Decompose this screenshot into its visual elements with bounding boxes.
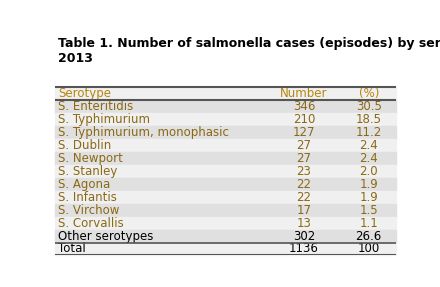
Text: S. Corvallis: S. Corvallis [59, 217, 124, 230]
Bar [55, 113, 396, 126]
Text: 346: 346 [293, 100, 315, 113]
Text: 27: 27 [297, 139, 312, 152]
Bar [55, 165, 396, 178]
Bar [55, 126, 396, 139]
Text: 100: 100 [358, 243, 380, 255]
Bar [55, 230, 396, 243]
Text: S. Virchow: S. Virchow [59, 204, 120, 217]
Text: S. Agona: S. Agona [59, 178, 111, 191]
Bar [55, 152, 396, 165]
Text: (%): (%) [359, 88, 379, 100]
Text: S. Stanley: S. Stanley [59, 165, 118, 178]
Text: 22: 22 [297, 178, 312, 191]
Text: 22: 22 [297, 191, 312, 204]
Text: 302: 302 [293, 230, 315, 243]
Bar [55, 100, 396, 113]
Text: 18.5: 18.5 [356, 113, 382, 126]
Bar [55, 191, 396, 204]
Text: S. Infantis: S. Infantis [59, 191, 117, 204]
Text: S. Dublin: S. Dublin [59, 139, 112, 152]
Text: 1136: 1136 [289, 243, 319, 255]
Text: 1.9: 1.9 [359, 178, 378, 191]
Text: 1.1: 1.1 [359, 217, 378, 230]
Text: 2.0: 2.0 [359, 165, 378, 178]
Bar [55, 204, 396, 217]
Text: 1.5: 1.5 [359, 204, 378, 217]
Text: S. Typhimurium: S. Typhimurium [59, 113, 150, 126]
Text: S. Newport: S. Newport [59, 152, 123, 165]
Text: 13: 13 [297, 217, 312, 230]
Text: S. Typhimurium, monophasic: S. Typhimurium, monophasic [59, 126, 229, 139]
Text: Total: Total [59, 243, 86, 255]
Bar [55, 217, 396, 230]
Bar [55, 88, 396, 100]
Text: 210: 210 [293, 113, 315, 126]
Text: 27: 27 [297, 152, 312, 165]
Text: 23: 23 [297, 165, 312, 178]
Text: 17: 17 [297, 204, 312, 217]
Text: Number: Number [280, 88, 328, 100]
Text: 30.5: 30.5 [356, 100, 381, 113]
Text: Other serotypes: Other serotypes [59, 230, 154, 243]
Text: 2.4: 2.4 [359, 152, 378, 165]
Text: 2.4: 2.4 [359, 139, 378, 152]
Text: 127: 127 [293, 126, 315, 139]
Text: S. Enteritidis: S. Enteritidis [59, 100, 134, 113]
Bar [55, 139, 396, 152]
Text: 11.2: 11.2 [356, 126, 382, 139]
Bar [55, 243, 396, 255]
Text: Serotype: Serotype [59, 88, 111, 100]
Text: 26.6: 26.6 [356, 230, 382, 243]
Text: Table 1. Number of salmonella cases (episodes) by serotype,
2013: Table 1. Number of salmonella cases (epi… [59, 37, 440, 65]
Bar [55, 178, 396, 191]
Text: 1.9: 1.9 [359, 191, 378, 204]
